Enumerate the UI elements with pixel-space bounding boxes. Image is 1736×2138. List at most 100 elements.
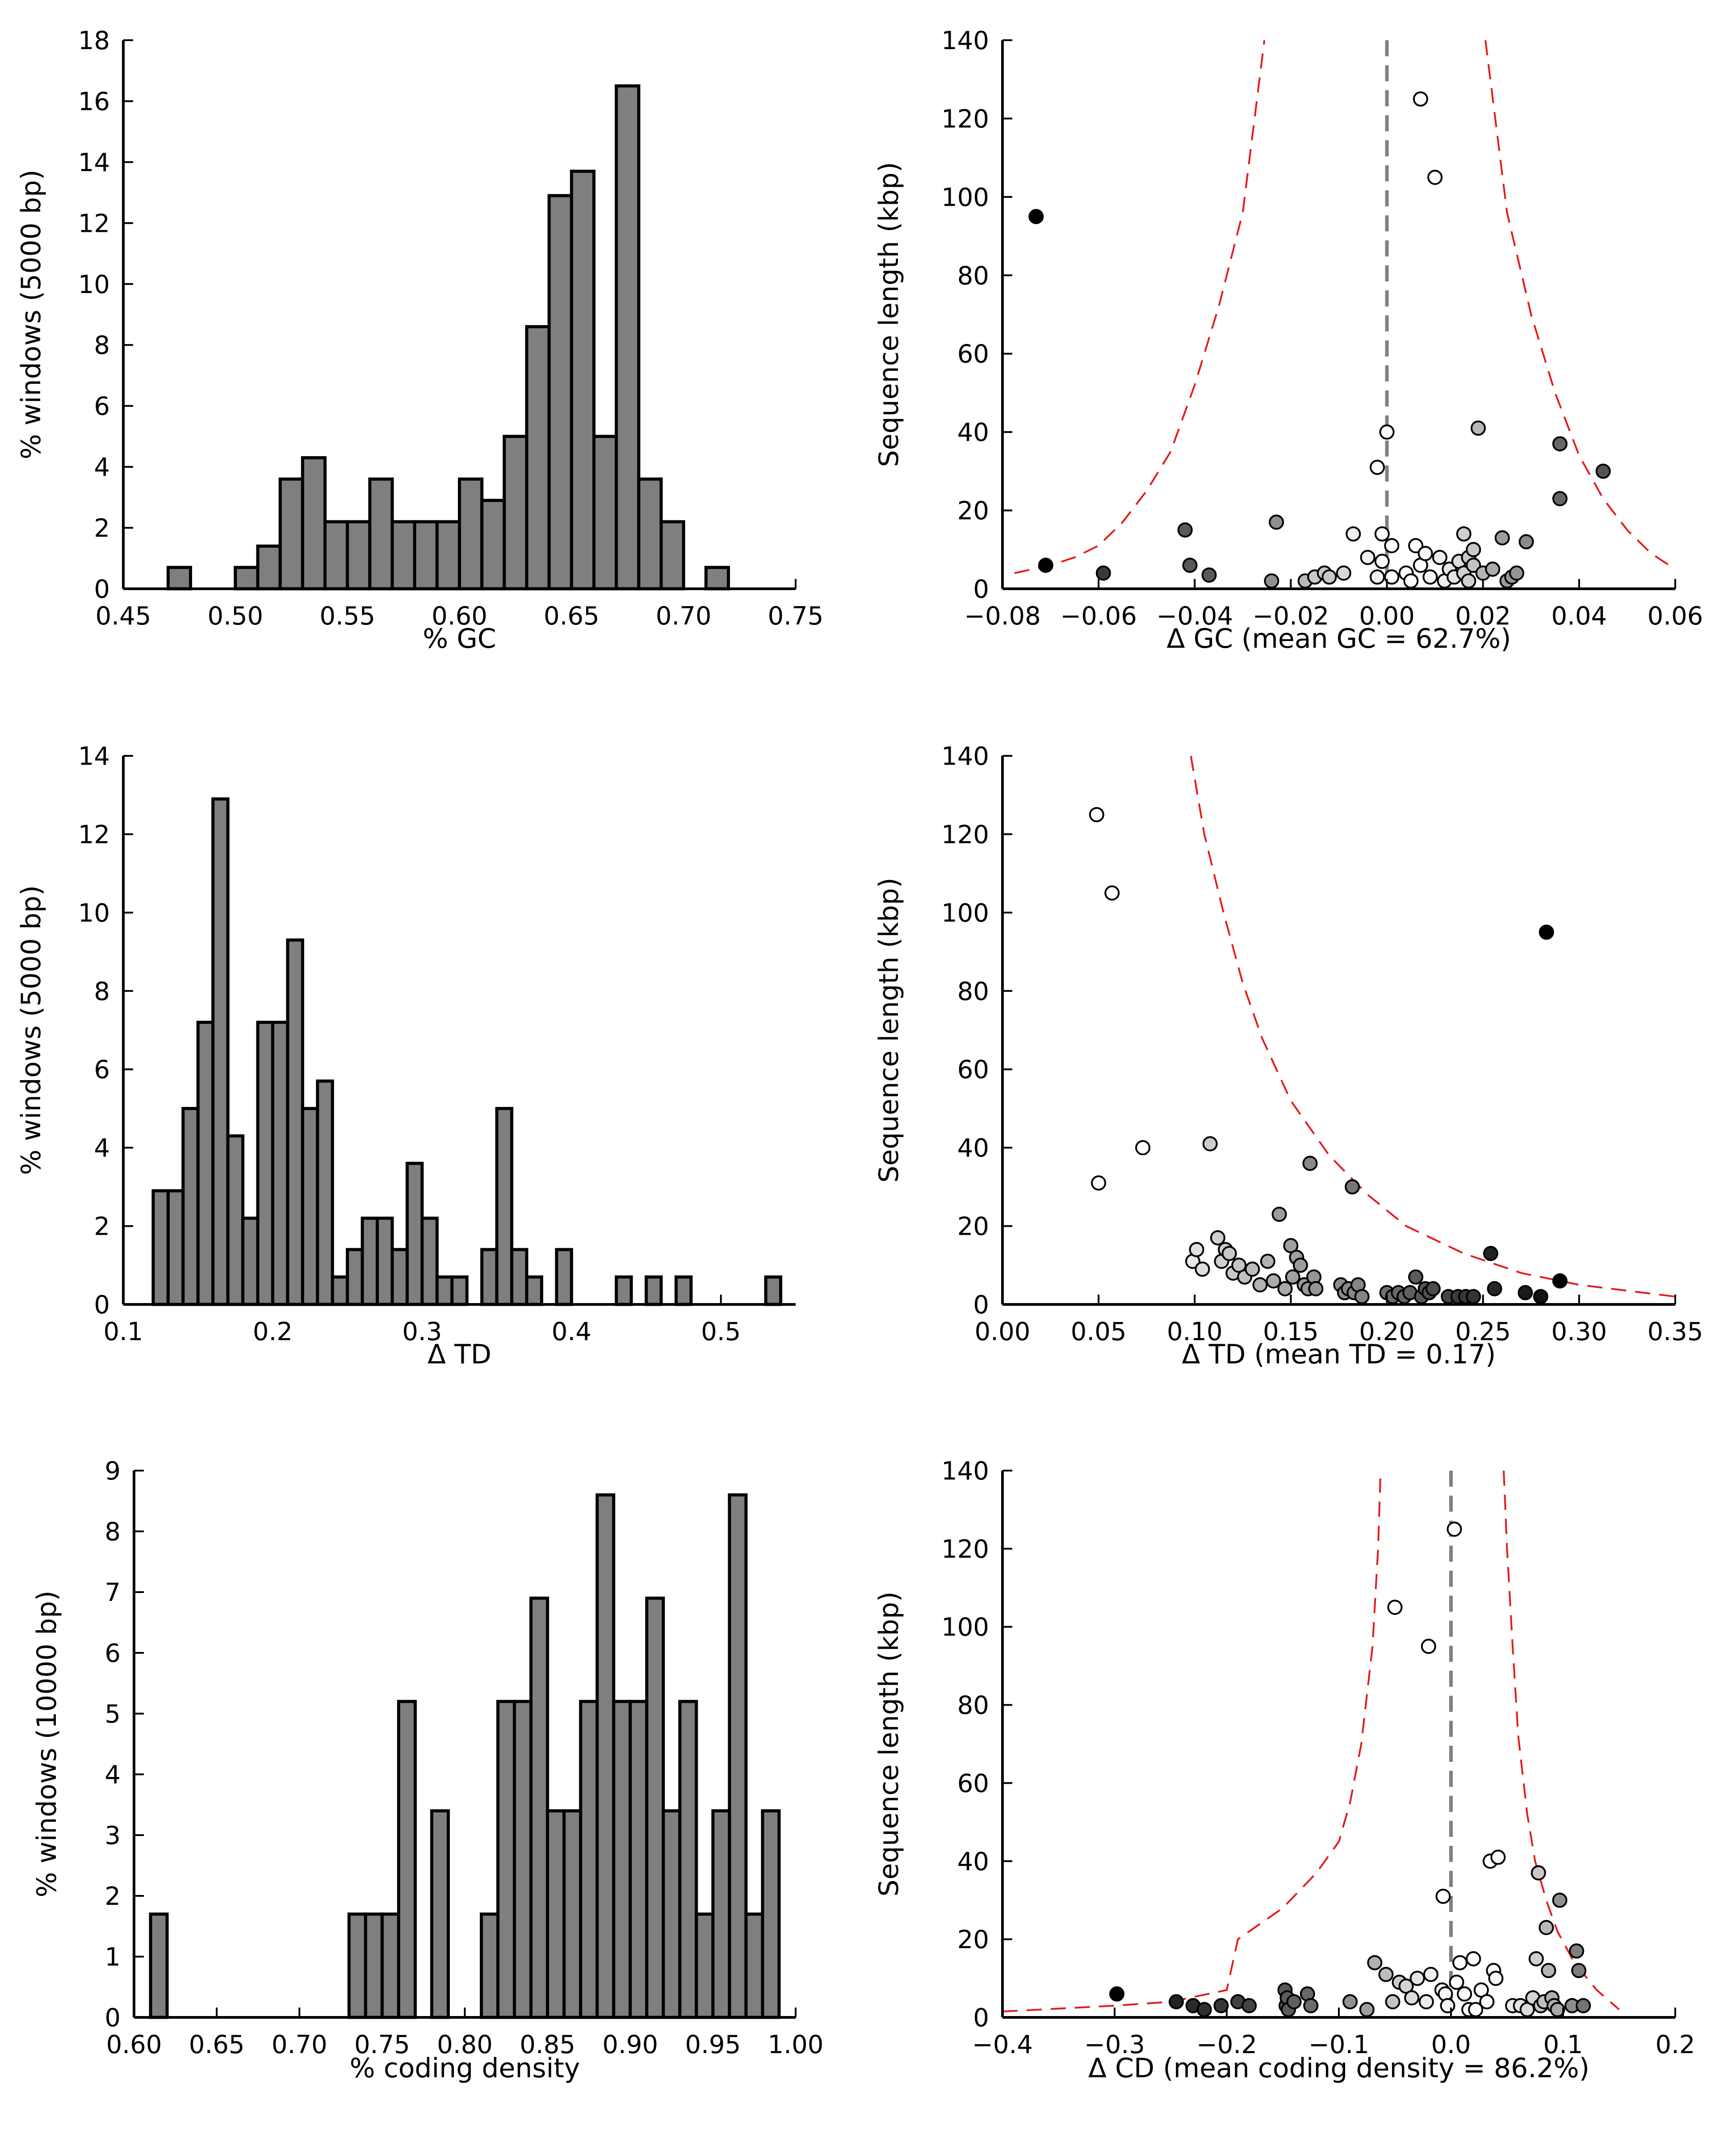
td-scatter-x-axis-label: Δ TD (mean TD = 0.17) — [1182, 1339, 1496, 1370]
td-hist-bar — [361, 1216, 379, 1306]
gc-hist-x-tick-label: 0.45 — [96, 602, 151, 631]
td-hist-y-axis-label: % windows (5000 bp) — [16, 885, 47, 1175]
cd-scatter-x-tick-label: 0.2 — [1655, 2030, 1695, 2059]
gc-hist-bar — [278, 477, 304, 591]
td-scatter-y-tick-label: 140 — [941, 742, 989, 771]
cd-hist-y-tick-label: 6 — [105, 1639, 121, 1668]
cd-scatter-point — [1342, 1994, 1358, 2010]
td-hist-bar — [390, 1248, 409, 1306]
cd-scatter-point — [1528, 1951, 1544, 1966]
td-scatter-point — [1135, 1140, 1151, 1156]
cd-scatter-point — [1531, 1865, 1546, 1881]
cd-scatter-point — [1385, 1994, 1401, 2010]
gc-scatter-y-tick-label: 80 — [957, 261, 989, 290]
td-hist-bar — [376, 1216, 394, 1306]
cd-scatter-point — [1539, 1920, 1554, 1935]
cd-hist-bar — [496, 1700, 516, 2019]
cd-scatter-point — [1479, 1994, 1495, 2010]
td-hist-x-axis-label: Δ TD — [428, 1339, 491, 1370]
cd-hist-bar — [364, 1912, 384, 2019]
td-hist-y-tick-label: 12 — [78, 820, 110, 849]
cd-scatter-point — [1452, 1955, 1468, 1970]
gc-scatter-points — [1028, 91, 1611, 589]
gc-hist-bar — [704, 566, 730, 591]
td-scatter-x-tick-label: 0.35 — [1648, 1317, 1703, 1346]
td-scatter-point — [1195, 1262, 1210, 1277]
cd-scatter-point — [1571, 1963, 1587, 1979]
gc-hist-bar — [301, 456, 327, 591]
gc-hist-bar — [166, 566, 193, 591]
cd-scatter-x-tick-label: −0.3 — [1084, 2030, 1145, 2059]
td-hist-bar — [346, 1248, 364, 1306]
cd-scatter-point — [1421, 1639, 1436, 1654]
gc-hist-bar — [525, 325, 551, 591]
td-scatter-bound-right — [1190, 755, 1675, 1298]
td-scatter-point — [1091, 1175, 1107, 1191]
cd-scatter-y-tick-label: 60 — [957, 1769, 989, 1798]
cd-scatter-point — [1488, 1970, 1504, 1986]
td-hist-x-tick-label: 0.2 — [253, 1317, 293, 1346]
td-hist-bar — [525, 1275, 543, 1306]
td-scatter-x-tick-label: 0.25 — [1455, 1317, 1511, 1346]
cd-scatter-point — [1550, 2002, 1565, 2017]
td-scatter-point — [1354, 1289, 1370, 1304]
gc-hist-bar — [390, 520, 416, 591]
td-hist-bar — [510, 1248, 528, 1306]
gc-hist-bar — [659, 520, 685, 591]
cd-scatter-point — [1418, 1994, 1434, 2010]
gc-scatter-point — [1595, 463, 1611, 479]
td-scatter-x-tick-label: 0.30 — [1551, 1317, 1607, 1346]
gc-hist-y-tick-label: 8 — [94, 331, 110, 360]
gc-scatter-x-tick-label: −0.06 — [1060, 602, 1137, 631]
td-scatter-y-tick-label: 40 — [957, 1134, 989, 1163]
gc-scatter-point — [1336, 565, 1351, 581]
td-hist-bar — [495, 1107, 514, 1306]
gc-scatter-y-tick-label: 140 — [941, 26, 989, 55]
cd-hist-x-tick-label: 0.60 — [106, 2030, 162, 2059]
cd-scatter-points — [1109, 1522, 1591, 2017]
cd-hist-x-axis-label: % coding density — [350, 2053, 580, 2084]
cd-scatter-point — [1435, 1888, 1451, 1904]
td-scatter-point — [1487, 1281, 1502, 1296]
gc-hist-bar — [346, 520, 372, 591]
gc-scatter-y-axis-label: Sequence length (kbp) — [873, 162, 905, 467]
td-hist-y-tick-label: 6 — [94, 1056, 110, 1085]
cd-scatter-y-tick-label: 140 — [941, 1457, 989, 1486]
gc-hist-x-tick-label: 0.70 — [656, 602, 712, 631]
td-scatter-point — [1104, 885, 1120, 901]
td-scatter-x-tick-label: 0.00 — [975, 1317, 1031, 1346]
cd-scatter-point — [1576, 1998, 1591, 2013]
cd-hist-bar — [380, 1912, 400, 2019]
td-hist-bar — [211, 797, 230, 1306]
gc-hist-y-tick-label: 18 — [78, 26, 110, 55]
cd-scatter-point — [1359, 2002, 1375, 2017]
gc-hist-y-tick-label: 0 — [94, 575, 110, 604]
cd-scatter-bound-left — [1002, 1478, 1381, 2012]
gc-scatter-point — [1264, 573, 1279, 589]
gc-scatter-point — [1494, 530, 1510, 545]
cd-scatter-point — [1378, 1966, 1394, 1982]
gc-hist-bars — [166, 84, 730, 591]
td-scatter-y-tick-label: 120 — [941, 820, 989, 849]
gc-scatter-point — [1038, 558, 1053, 573]
cd-hist-bar — [678, 1700, 698, 2019]
gc-hist-y-tick-label: 12 — [78, 209, 110, 238]
cd-hist-y-tick-label: 5 — [105, 1700, 121, 1729]
cd-hist-bar — [595, 1493, 616, 2019]
cd-scatter-y-tick-label: 20 — [957, 1925, 989, 1954]
td-scatter-point — [1285, 1269, 1300, 1285]
td-hist-y-tick-label: 8 — [94, 977, 110, 1006]
gc-hist-bar — [368, 477, 394, 591]
gc-scatter-point — [1408, 538, 1424, 553]
gc-scatter-point — [1095, 565, 1111, 581]
gc-hist-y-tick-label: 4 — [94, 453, 110, 482]
cd-scatter-x-tick-label: 0.0 — [1431, 2030, 1471, 2059]
td-scatter-point — [1245, 1262, 1260, 1277]
gc-hist-x-tick-label: 0.50 — [207, 602, 263, 631]
cd-scatter-point — [1387, 1600, 1403, 1615]
td-scatter-point — [1260, 1253, 1275, 1269]
cd-scatter-y-tick-label: 100 — [941, 1613, 989, 1642]
td-hist-bar — [555, 1248, 573, 1306]
td-scatter-point — [1483, 1245, 1498, 1261]
td-hist-bar — [316, 1079, 334, 1306]
